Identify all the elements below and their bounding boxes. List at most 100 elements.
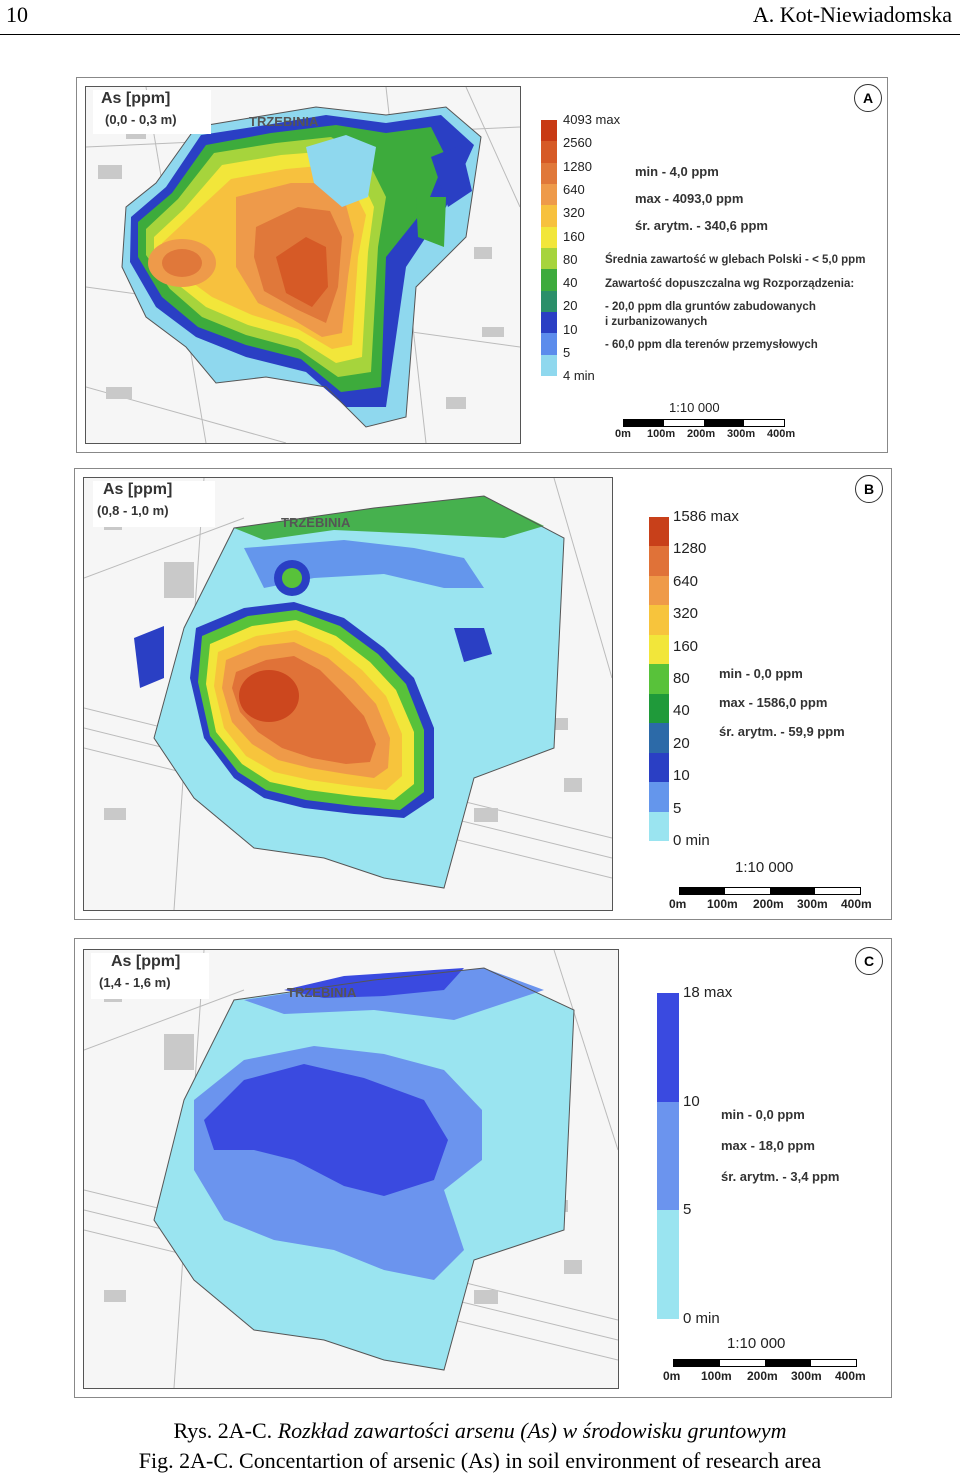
stats-c: min - 0,0 ppm max - 18,0 ppm śr. arytm. … xyxy=(721,1099,840,1192)
stats-b-min: min - 0,0 ppm xyxy=(719,666,803,681)
scalebar-b-title: 1:10 000 xyxy=(735,859,794,876)
stats-a: min - 4,0 ppm max - 4093,0 ppm śr. arytm… xyxy=(635,158,768,239)
legend-swatch xyxy=(541,354,557,376)
scalebar-a: 1:10 000 0m 100m 200m 300m 400m xyxy=(615,400,799,440)
scalebar-b: 1:10 000 0m 100m 200m 300m 400m xyxy=(669,859,883,911)
map-a-town-label: TRZEBINIA xyxy=(249,114,319,129)
legend-swatch xyxy=(541,311,557,334)
panel-a-label: A xyxy=(854,84,882,112)
caption-pl-text: Rozkład zawartości arsenu (As) w środowi… xyxy=(277,1418,787,1443)
legend-swatch xyxy=(649,664,669,694)
legend-tick-label: 0 min xyxy=(673,832,710,849)
scalebar-c: 1:10 000 0m 100m 200m 300m 400m xyxy=(663,1335,881,1387)
legend-swatch xyxy=(541,141,557,163)
legend-swatch xyxy=(541,333,557,355)
legend-tick-label: 80 xyxy=(563,251,578,267)
figure-caption-en: Fig. 2A-C. Concentartion of arsenic (As)… xyxy=(138,1448,822,1473)
map-b-title: As [ppm] xyxy=(103,481,173,498)
scalebar-a-tick: 400m xyxy=(767,428,796,440)
legend-swatch xyxy=(649,752,669,783)
legend-c-ticks: 18 max 10 5 0 min xyxy=(683,984,773,1327)
legend-tick-label: 5 xyxy=(563,344,571,360)
scalebar-a-bar xyxy=(623,419,785,427)
map-b xyxy=(83,477,613,911)
page-number: 10 xyxy=(6,2,28,27)
legend-tick-label: 320 xyxy=(673,605,699,623)
legend-tick-label: 0 min xyxy=(683,1310,720,1327)
legend-tick-label: 1280 xyxy=(673,540,707,558)
legend-swatch xyxy=(657,1101,679,1211)
scalebar-a-tick: 100m xyxy=(647,428,676,440)
note-line-5: - 60,0 ppm dla terenów przemysłowych xyxy=(605,339,818,351)
legend-a-ticks: 4093 max 2560 1280 640 320 160 80 40 20 10 5 4 min xyxy=(563,112,643,383)
legend-swatch xyxy=(649,811,669,841)
scalebar-b-tick: 0m xyxy=(669,897,687,911)
stats-c-mean: śr. arytm. - 3,4 ppm xyxy=(721,1169,840,1184)
legend-swatch xyxy=(649,634,669,665)
map-c-depth: (1,4 - 1,6 m) xyxy=(99,975,171,990)
map-a-title-box: As [ppm] (0,0 - 0,3 m) xyxy=(93,90,211,134)
scalebar-a-tick: 200m xyxy=(687,428,716,440)
legend-tick-label: 40 xyxy=(673,702,690,720)
figure-panel-c: As [ppm] (1,4 - 1,6 m) TRZEBINIA C 18 ma… xyxy=(74,938,892,1398)
page-header: 10 A. Kot-Niewiadomska xyxy=(0,0,960,35)
legend-tick-label: 1280 xyxy=(563,158,592,174)
stats-c-min: min - 0,0 ppm xyxy=(721,1107,805,1122)
legend-swatch xyxy=(541,162,557,184)
running-author: A. Kot-Niewiadomska xyxy=(752,2,952,27)
figure-caption-pl: Rys. 2A-C. Rozkład zawartości arsenu (As… xyxy=(0,1418,960,1444)
stats-c-max: max - 18,0 ppm xyxy=(721,1138,815,1153)
legend-swatch xyxy=(657,1210,679,1319)
scalebar-c-tick: 300m xyxy=(791,1369,822,1383)
legend-swatch xyxy=(649,605,669,635)
map-a xyxy=(85,86,521,444)
legend-tick-label: 10 xyxy=(563,321,578,337)
legend-swatch xyxy=(541,205,557,227)
map-c-title-box: As [ppm] (1,4 - 1,6 m) xyxy=(91,953,209,999)
legend-swatch xyxy=(649,546,669,576)
scalebar-c-tick: 0m xyxy=(663,1369,681,1383)
legend-tick-label: 10 xyxy=(683,1092,700,1110)
legend-b-ticks: 1586 max 1280 640 320 160 80 40 20 10 5 0 min xyxy=(673,508,773,849)
legend-tick-label: 4 min xyxy=(563,368,595,384)
scalebar-a-tick: 0m xyxy=(615,428,631,440)
scalebar-c-bar xyxy=(673,1359,857,1367)
legend-swatch xyxy=(649,723,669,753)
legend-tick-label: 5 xyxy=(673,799,682,817)
legend-tick-label: 4093 max xyxy=(563,112,621,128)
note-line-1: Średnia zawartość w glebach Polski - < 5… xyxy=(605,254,866,266)
legend-tick-label: 20 xyxy=(563,298,578,314)
stats-b-max: max - 1586,0 ppm xyxy=(719,695,828,710)
legend-tick-label: 320 xyxy=(563,205,585,221)
legend-swatch xyxy=(657,993,679,1102)
scalebar-a-tick: 300m xyxy=(727,428,756,440)
map-b-town-label: TRZEBINIA xyxy=(281,515,351,530)
figure-panel-a: As [ppm] (0,0 - 0,3 m) TRZEBINIA A 4093 … xyxy=(76,77,888,453)
map-c-title: As [ppm] xyxy=(111,953,181,970)
scalebar-c-tick: 400m xyxy=(835,1369,866,1383)
legend-tick-label: 10 xyxy=(673,767,690,785)
scalebar-b-bar xyxy=(679,887,861,895)
legend-swatch xyxy=(541,183,557,206)
legend-swatch xyxy=(541,290,557,312)
legend-tick-label: 640 xyxy=(673,572,699,590)
map-b-depth: (0,8 - 1,0 m) xyxy=(97,503,169,518)
map-c-town-label: TRZEBINIA xyxy=(287,985,357,1000)
legend-a-colorbar xyxy=(541,120,557,376)
panel-b-label: B xyxy=(855,475,883,503)
note-line-3: - 20,0 ppm dla gruntów zabudowanych xyxy=(605,301,816,313)
map-c xyxy=(83,949,619,1389)
panel-c-label: C xyxy=(855,947,883,975)
map-b-title-box: As [ppm] (0,8 - 1,0 m) xyxy=(93,481,215,527)
stats-a-mean: śr. arytm. - 340,6 ppm xyxy=(635,218,768,233)
legend-swatch xyxy=(541,247,557,270)
legend-tick-label: 5 xyxy=(683,1201,692,1219)
note-line-2: Zawartość dopuszczalna wg Rozporządzenia… xyxy=(605,278,855,290)
caption-pl-prefix: Rys. 2A-C. xyxy=(173,1418,278,1443)
legend-swatch xyxy=(649,693,669,724)
legend-swatch xyxy=(649,517,669,547)
legend-tick-label: 40 xyxy=(563,275,578,291)
legend-tick-label: 160 xyxy=(563,228,585,244)
note-line-4: i zurbanizowanych xyxy=(605,316,708,328)
scalebar-c-tick: 100m xyxy=(701,1369,732,1383)
